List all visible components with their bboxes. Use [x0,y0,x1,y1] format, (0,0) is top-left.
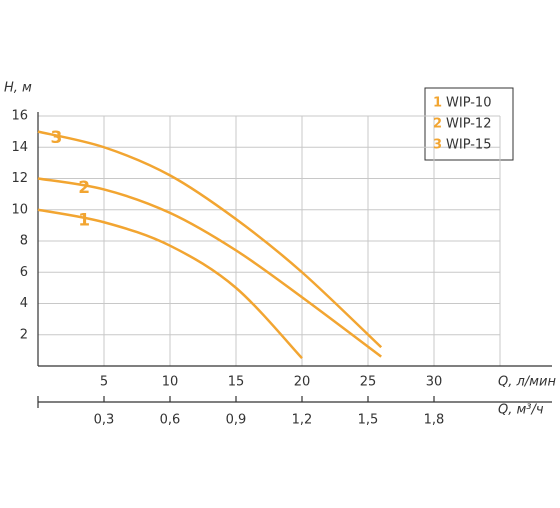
x2-axis-title: Q, м³/ч [498,403,544,418]
x2-tick-label: 1,5 [358,413,379,428]
x-tick-label: 10 [162,375,179,390]
y-tick-label: 2 [20,327,28,342]
y-tick-label: 14 [11,140,28,155]
legend-label: WIP-15 [446,138,491,153]
series-line [37,130,383,349]
y-tick-label: 12 [11,171,28,186]
x2-tick-label: 0,9 [226,413,247,428]
legend-label: WIP-10 [446,96,491,111]
legend-number: 2 [433,117,442,132]
y-tick-label: 16 [11,109,28,124]
y-tick-label: 8 [20,234,28,249]
y-axis-title: H, м [4,81,32,96]
x2-tick-label: 1,2 [292,413,313,428]
x2-tick-label: 0,3 [94,413,115,428]
curve-label: 3 [51,128,63,148]
x-tick-label: 15 [228,375,245,390]
x-tick-label: 20 [294,375,311,390]
legend-number: 3 [433,138,442,153]
x2-tick-label: 0,6 [160,413,181,428]
x-tick-label: 25 [360,375,377,390]
series-line [37,177,382,358]
legend-label: WIP-12 [446,117,491,132]
y-tick-label: 6 [20,265,28,280]
legend-number: 1 [433,96,442,111]
series-line [37,208,303,360]
y-tick-label: 10 [11,202,28,217]
legend-box [424,87,514,161]
x-axis-title: Q, л/мин [498,375,556,390]
x-tick-label: 30 [426,375,443,390]
x2-tick-label: 1,8 [424,413,445,428]
curve-label: 1 [78,211,90,231]
x-tick-label: 5 [100,375,108,390]
y-tick-label: 4 [20,296,28,311]
curve-label: 2 [78,178,90,198]
